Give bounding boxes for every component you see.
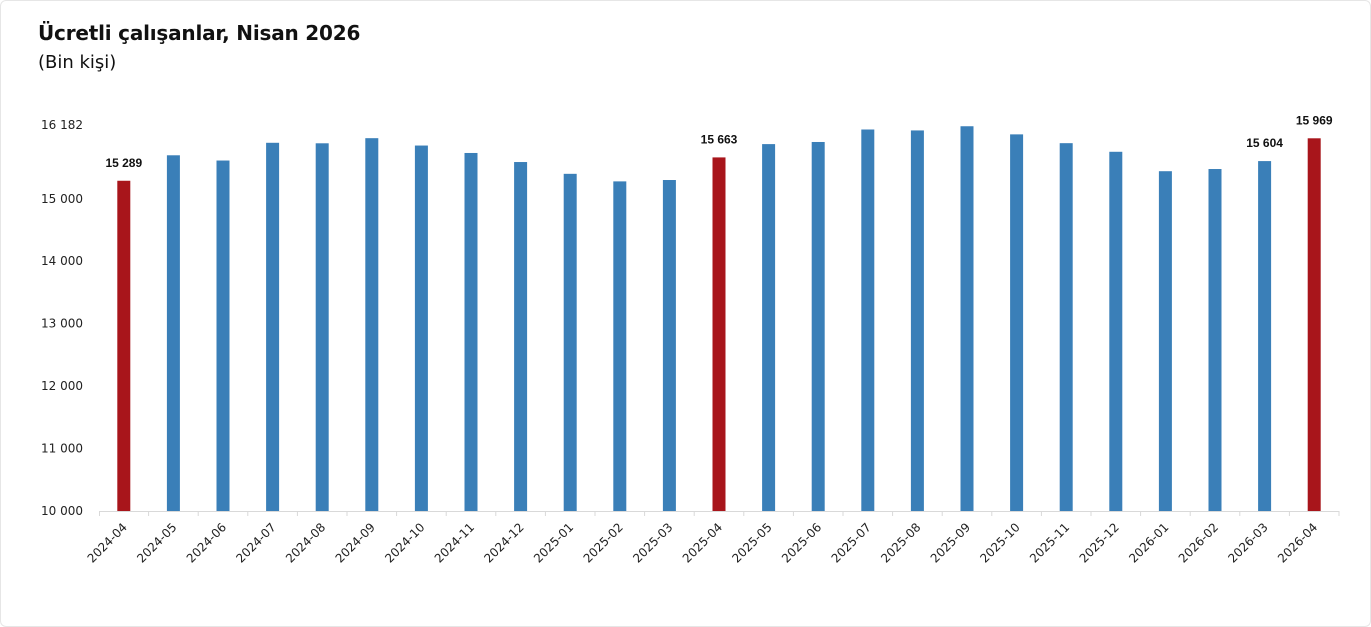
x-tick-label: 2025-01 — [531, 520, 576, 565]
y-tick-label: 12 000 — [41, 379, 83, 393]
bar-2025-06 — [811, 141, 825, 511]
bar-2024-05 — [166, 155, 180, 511]
x-tick-label: 2024-07 — [233, 520, 278, 565]
x-tick-label: 2026-04 — [1275, 520, 1320, 565]
chart-title: Ücretli çalışanlar, Nisan 2026 — [38, 21, 361, 45]
x-tick-label: 2025-04 — [680, 520, 725, 565]
bar-2025-10 — [1010, 134, 1024, 511]
x-tick-label: 2025-03 — [630, 520, 675, 565]
bar-2024-12 — [514, 162, 528, 511]
x-tick-label: 2025-12 — [1077, 520, 1122, 565]
x-tick-label: 2025-09 — [928, 520, 973, 565]
x-tick-label: 2026-02 — [1176, 520, 1221, 565]
y-tick-labels: 10 000 11 000 12 000 13 000 14 000 15 000 16 1… — [41, 118, 83, 518]
x-tick-label: 2024-05 — [134, 520, 179, 565]
bar-2025-11 — [1059, 143, 1073, 511]
x-tick-label: 2025-07 — [829, 520, 874, 565]
data-label-2026-03: 15 604 — [1246, 136, 1283, 150]
x-tick-label: 2026-03 — [1225, 520, 1270, 565]
bars — [117, 126, 1321, 512]
x-tick-label: 2026-01 — [1126, 520, 1171, 565]
axes — [99, 511, 1340, 516]
chart-subtitle: (Bin kişi) — [38, 52, 117, 73]
bar-2025-09 — [960, 126, 974, 512]
bar-2025-01 — [563, 173, 577, 511]
bar-2026-02 — [1208, 169, 1222, 512]
bar-2025-07 — [861, 129, 875, 511]
x-tick-label: 2024-06 — [184, 520, 229, 565]
bar-2024-07 — [266, 142, 280, 511]
bar-2024-06 — [216, 160, 230, 511]
y-tick-label: 16 182 — [41, 118, 83, 132]
bar-2024-08 — [315, 143, 329, 511]
bar-2025-04 — [712, 157, 726, 512]
bar-2025-02 — [613, 181, 627, 511]
y-tick-label: 14 000 — [41, 254, 83, 268]
y-tick-label: 10 000 — [41, 504, 83, 518]
x-tick-label: 2025-08 — [878, 520, 923, 565]
x-tick-label: 2025-06 — [779, 520, 824, 565]
x-tick-labels: 2024-04 2024-05 2024-06 2024-07 2024-08 2024-… — [85, 520, 1321, 565]
x-tick-label: 2025-05 — [729, 520, 774, 565]
bar-2026-01 — [1158, 171, 1172, 511]
x-tick-label: 2025-11 — [1027, 520, 1072, 565]
bar-2025-12 — [1109, 151, 1123, 511]
bar-2026-04 — [1307, 138, 1321, 512]
bar-2026-03 — [1258, 161, 1272, 511]
y-tick-label: 15 000 — [41, 192, 83, 206]
bar-2024-04 — [117, 180, 131, 511]
bar-2024-10 — [414, 145, 428, 511]
bar-2025-03 — [662, 180, 676, 511]
x-tick-label: 2024-04 — [85, 520, 130, 565]
x-tick-label: 2024-09 — [333, 520, 378, 565]
x-tick-label: 2024-08 — [283, 520, 328, 565]
x-tick-label: 2024-11 — [432, 520, 477, 565]
bar-2025-05 — [762, 144, 776, 511]
bar-2024-09 — [365, 138, 379, 512]
y-tick-label: 11 000 — [41, 442, 83, 456]
data-label-2026-04: 15 969 — [1296, 113, 1333, 127]
data-label-2025-04: 15 663 — [701, 132, 738, 146]
data-labels: 15 289 15 663 15 604 15 969 — [105, 113, 1332, 169]
data-label-2024-04: 15 289 — [105, 156, 142, 170]
x-tick-label: 2025-10 — [977, 520, 1022, 565]
y-tick-label: 13 000 — [41, 317, 83, 331]
bar-2024-11 — [464, 152, 478, 511]
x-tick-label: 2024-12 — [481, 520, 526, 565]
bar-2025-08 — [910, 130, 924, 511]
x-tick-label: 2025-02 — [581, 520, 626, 565]
x-tick-label: 2024-10 — [382, 520, 427, 565]
